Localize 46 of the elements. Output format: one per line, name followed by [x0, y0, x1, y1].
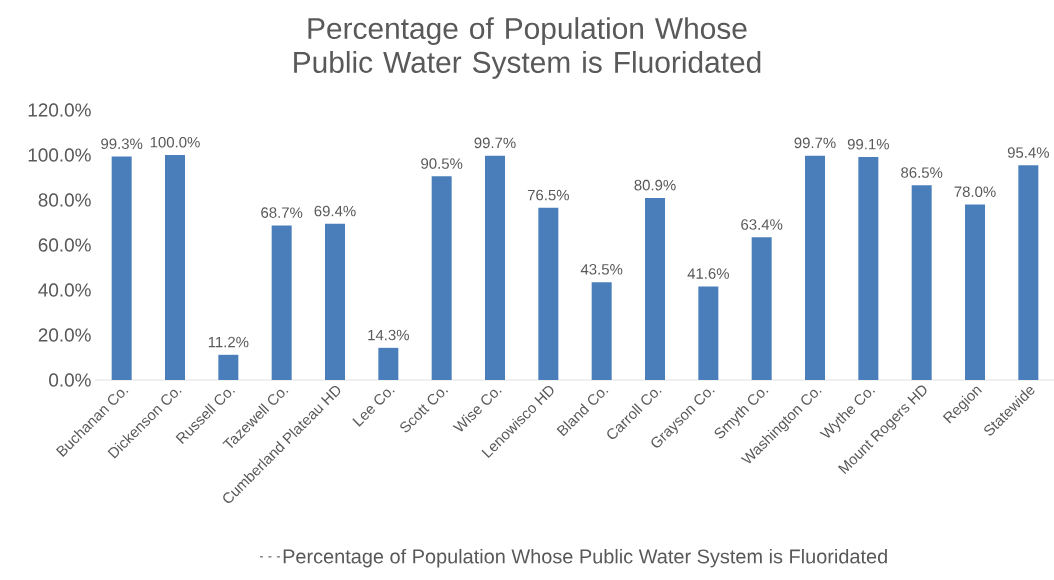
- bar: [431, 176, 452, 380]
- data-label: 100.0%: [150, 136, 200, 148]
- bar: [645, 197, 666, 380]
- bar: [805, 155, 826, 380]
- y-tick-label: 20.0%: [38, 328, 91, 342]
- bar: [271, 225, 292, 380]
- text: Percentage of Population Whose Public Water System is Fluoridated: [283, 548, 887, 568]
- bar: [858, 157, 879, 380]
- bar: [165, 155, 185, 380]
- bar: [911, 185, 932, 380]
- bar: [378, 347, 399, 380]
- bar: [1018, 165, 1039, 380]
- chart-title: Percentage of Population Whose Public Water System is Fluoridated: [294, 17, 761, 79]
- data-label: 78.0%: [954, 186, 996, 197]
- data-label: 41.6%: [687, 268, 729, 279]
- data-label: 69.4%: [314, 205, 356, 217]
- data-label: 99.3%: [101, 138, 143, 150]
- bar: [965, 204, 986, 380]
- bar: [218, 354, 239, 380]
- data-label: 76.5%: [527, 189, 569, 201]
- bar: [538, 207, 559, 380]
- data-label: 99.7%: [794, 137, 836, 149]
- data-label: 99.1%: [847, 138, 889, 150]
- bar: [111, 156, 132, 380]
- data-label: 43.5%: [580, 264, 623, 275]
- data-label: 63.4%: [741, 219, 783, 230]
- bar: [485, 155, 505, 380]
- y-tick-label: 80.0%: [38, 193, 91, 207]
- y-tick-label: 0.0%: [49, 373, 91, 387]
- data-label: 68.7%: [261, 207, 303, 218]
- data-label: 14.3%: [368, 329, 409, 341]
- data-label: 80.9%: [634, 179, 676, 191]
- y-tick-label: 40.0%: [38, 283, 91, 297]
- y-tick-label: 120.0%: [28, 103, 91, 117]
- bar: [751, 237, 772, 380]
- x-tick-label: Lee Co.: [352, 389, 395, 427]
- data-label: 90.5%: [421, 158, 463, 169]
- data-label: 95.4%: [1007, 147, 1049, 158]
- data-label: 99.7%: [474, 137, 516, 149]
- bar: [325, 223, 345, 380]
- bar: [591, 282, 612, 380]
- data-label: 86.5%: [901, 167, 943, 178]
- bar: [698, 286, 719, 380]
- y-tick-label: 60.0%: [38, 238, 91, 252]
- data-label: 11.2%: [208, 336, 249, 348]
- y-tick-label: 100.0%: [28, 148, 91, 162]
